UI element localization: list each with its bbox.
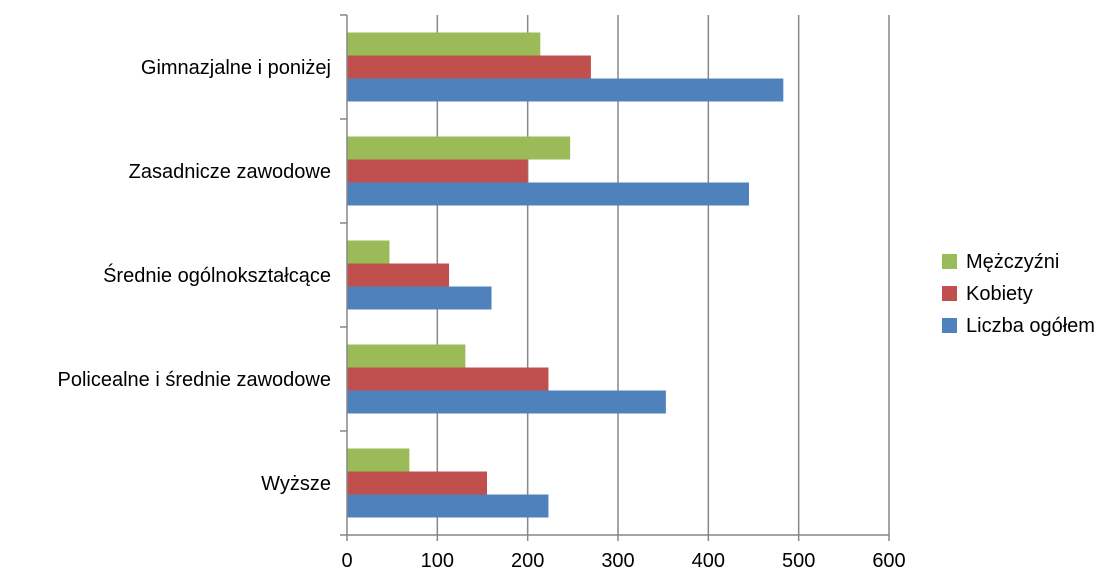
bars [347, 32, 784, 518]
bar-liczba-ogolem-zasadnicze-zawodowe [347, 182, 749, 206]
bar-kobiety-wyzsze [347, 471, 488, 495]
x-tick-label: 0 [341, 550, 352, 572]
bar-mezczyzni-zasadnicze-zawodowe [347, 136, 571, 160]
bar-kobiety-gimnazjalne-i-ponizej [347, 55, 591, 79]
bar-mezczyzni-srednie-ogolnoksztalcace [347, 240, 390, 264]
x-tick-label: 500 [782, 550, 815, 572]
bar-kobiety-zasadnicze-zawodowe [347, 159, 528, 183]
bar-mezczyzni-wyzsze [347, 448, 410, 472]
category-label: Gimnazjalne i poniżej [141, 57, 331, 79]
x-tick-label: 100 [421, 550, 454, 572]
legend-label-mezczyzni: Mężczyźni [966, 251, 1059, 273]
legend-swatch-kobiety [942, 286, 957, 301]
x-tick-label: 600 [872, 550, 905, 572]
legend-label-liczba-ogolem: Liczba ogółem [966, 315, 1095, 337]
bar-mezczyzni-gimnazjalne-i-ponizej [347, 32, 541, 56]
x-tick-label: 200 [511, 550, 544, 572]
bar-liczba-ogolem-policealne-i-srednie-zawodowe [347, 390, 666, 414]
gridlines [436, 15, 890, 535]
bar-liczba-ogolem-gimnazjalne-i-ponizej [347, 78, 784, 102]
bar-liczba-ogolem-wyzsze [347, 494, 549, 518]
legend-swatch-mezczyzni [942, 254, 957, 269]
category-label: Średnie ogólnokształcące [103, 263, 331, 287]
category-label: Wyższe [261, 473, 331, 495]
legend-label-kobiety: Kobiety [966, 283, 1033, 305]
axes [340, 14, 890, 541]
legend-swatch-liczba-ogolem [942, 318, 957, 333]
legend: Mężczyźni Kobiety Liczba ogółem [942, 251, 1095, 337]
bar-kobiety-srednie-ogolnoksztalcace [347, 263, 450, 287]
bar-mezczyzni-policealne-i-srednie-zawodowe [347, 344, 466, 368]
bar-kobiety-policealne-i-srednie-zawodowe [347, 367, 549, 391]
x-tick-label: 300 [601, 550, 634, 572]
x-tick-label: 400 [692, 550, 725, 572]
category-label: Policealne i średnie zawodowe [58, 369, 332, 391]
category-label: Zasadnicze zawodowe [129, 161, 331, 183]
labels: 0 100 200 300 400 500 600 Gimnazjalne i poniżej… [58, 57, 906, 572]
bar-liczba-ogolem-srednie-ogolnoksztalcace [347, 286, 492, 310]
